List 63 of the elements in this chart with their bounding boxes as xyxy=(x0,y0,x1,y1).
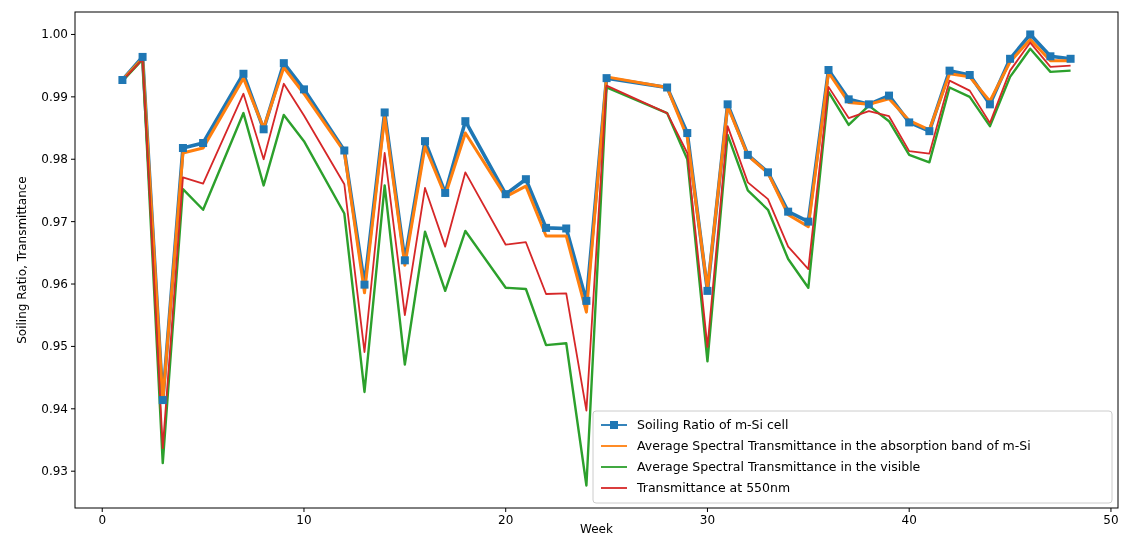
point xyxy=(784,207,793,216)
legend-label: Average Spectral Transmittance in the visible xyxy=(637,459,921,474)
point xyxy=(1006,54,1015,63)
point xyxy=(804,217,813,226)
point xyxy=(421,137,430,146)
point xyxy=(985,100,994,109)
point xyxy=(501,190,510,199)
point xyxy=(582,296,591,305)
legend-label: Transmittance at 550nm xyxy=(636,480,791,495)
legend-label: Soiling Ratio of m-Si cell xyxy=(637,417,789,432)
point xyxy=(380,108,389,117)
y-axis-title: Soiling Ratio, Transmittance xyxy=(14,176,29,344)
x-tick-label: 0 xyxy=(98,513,107,527)
point xyxy=(239,69,248,78)
point xyxy=(521,175,530,184)
point xyxy=(965,71,974,80)
x-tick-label: 30 xyxy=(699,513,716,527)
point xyxy=(279,59,288,68)
point xyxy=(743,150,752,159)
point xyxy=(138,52,147,61)
point xyxy=(844,95,853,104)
point xyxy=(360,280,369,289)
point xyxy=(703,286,712,295)
point xyxy=(1026,30,1035,39)
point xyxy=(864,100,873,109)
point xyxy=(885,91,894,100)
point xyxy=(763,168,772,177)
point xyxy=(118,76,127,85)
point xyxy=(400,256,409,265)
y-tick-label: 0.98 xyxy=(41,152,68,167)
point xyxy=(178,144,187,153)
point xyxy=(461,117,470,126)
point xyxy=(602,74,611,83)
point xyxy=(199,139,208,148)
x-axis-title: Week xyxy=(580,522,613,536)
point xyxy=(158,396,167,405)
point xyxy=(663,83,672,92)
point xyxy=(562,224,571,233)
point xyxy=(683,129,692,138)
x-tick-label: 40 xyxy=(901,513,917,527)
point xyxy=(824,66,833,75)
x-tick-label: 20 xyxy=(498,513,514,527)
y-tick-label: 0.95 xyxy=(41,339,68,354)
point xyxy=(299,85,308,94)
point xyxy=(945,66,954,75)
y-tick-label: 0.94 xyxy=(41,401,68,416)
point xyxy=(441,188,450,197)
point xyxy=(1046,52,1055,61)
point xyxy=(1066,54,1075,63)
point xyxy=(925,127,934,136)
y-tick-label: 0.97 xyxy=(41,214,68,229)
y-tick-label: 0.99 xyxy=(41,89,68,104)
point xyxy=(905,118,914,127)
legend-label: Average Spectral Transmittance in the absorption band of m-Si xyxy=(637,438,1031,453)
y-tick-label: 1.00 xyxy=(41,27,68,42)
point xyxy=(259,125,268,134)
point xyxy=(340,146,349,155)
y-tick-label: 0.96 xyxy=(41,277,68,292)
point xyxy=(723,100,732,109)
x-tick-label: 10 xyxy=(296,513,312,527)
y-tick-label: 0.93 xyxy=(41,464,68,479)
x-tick-label: 50 xyxy=(1103,513,1119,527)
point xyxy=(542,223,551,232)
